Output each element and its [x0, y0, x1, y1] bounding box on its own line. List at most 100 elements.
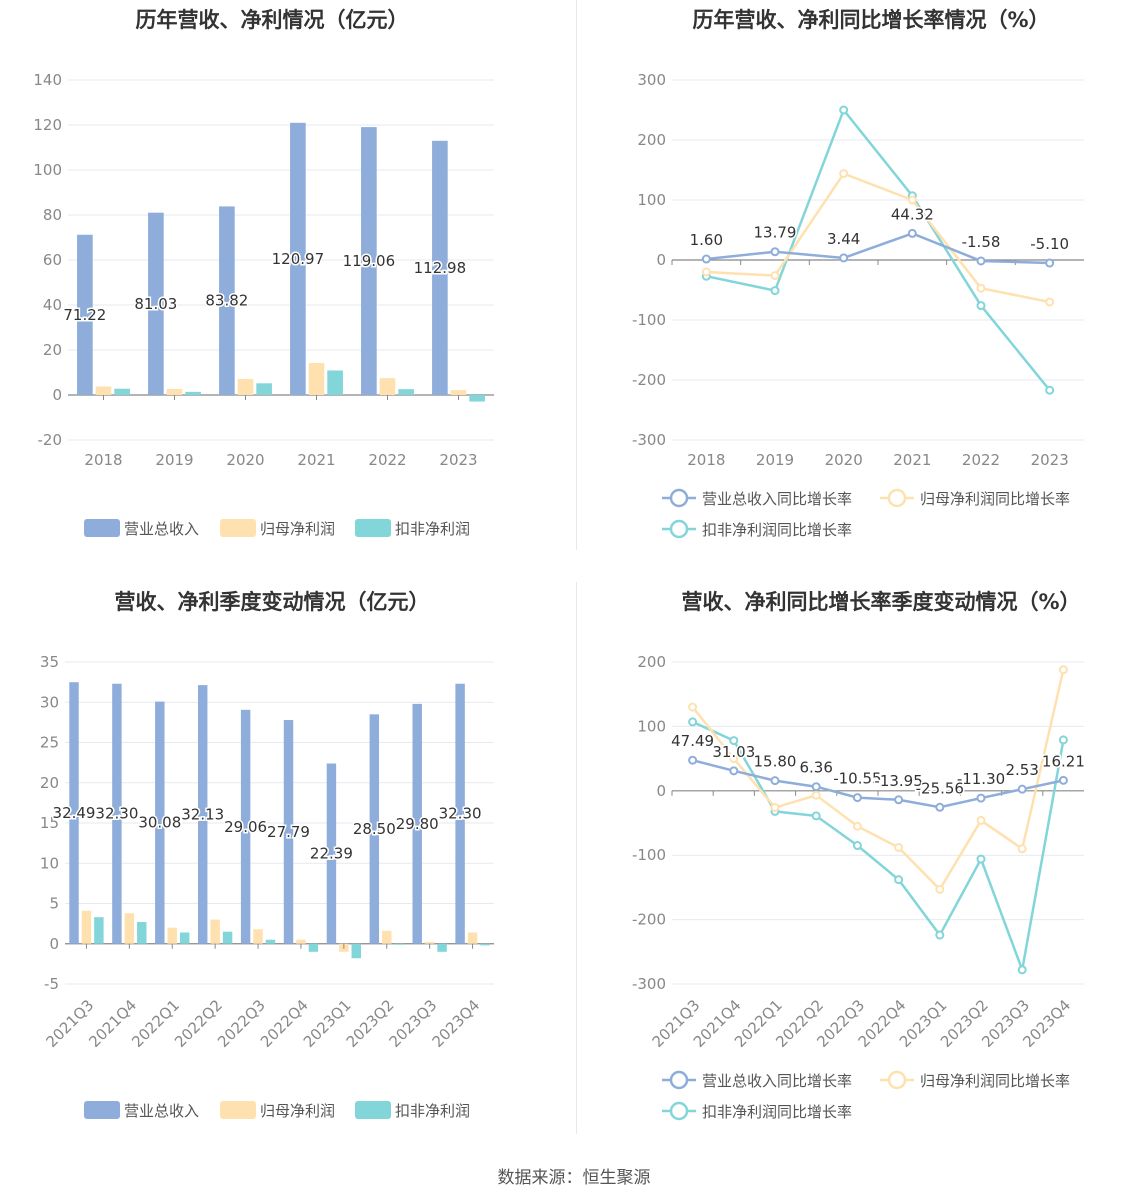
data-point	[852, 821, 862, 831]
legend-marker	[887, 488, 907, 508]
legend-label: 归母净利润	[260, 520, 335, 538]
x-tick-label: 2020	[825, 451, 863, 469]
x-tick-label: 2018	[687, 451, 725, 469]
y-tick-label: -200	[632, 911, 666, 929]
data-point	[839, 253, 849, 263]
legend-marker	[669, 519, 689, 539]
data-point	[1045, 297, 1055, 307]
data-point	[1017, 965, 1027, 975]
series-line-net-profit	[706, 172, 1050, 304]
data-point	[894, 795, 904, 805]
data-point	[852, 793, 862, 803]
data-point	[701, 267, 711, 277]
data-point	[1045, 258, 1055, 268]
bar-deducted-profit	[94, 917, 104, 944]
legend-label: 扣非净利润同比增长率	[702, 521, 852, 539]
data-source-note: 数据来源：恒生聚源	[497, 1168, 651, 1188]
bar-deducted-profit	[222, 931, 233, 944]
y-tick-label: 80	[43, 206, 62, 224]
bar-net-profit	[379, 378, 396, 395]
bar-revenue	[455, 683, 465, 944]
bar-net-profit	[467, 932, 478, 944]
y-tick-label: 5	[49, 895, 59, 913]
x-tick-label: 2022	[368, 451, 406, 469]
data-point	[976, 815, 986, 825]
annual-growth-panel: 历年营收、净利同比增长率情况（%） -300 -200 -100 0 100 200 300…	[574, 0, 1148, 580]
y-tick-label: 20	[40, 774, 59, 792]
data-label: 27.79	[267, 823, 310, 841]
y-tick-label: -100	[632, 846, 666, 864]
bar-deducted-profit	[327, 370, 343, 395]
bar-net-profit	[210, 919, 220, 944]
data-point	[1045, 385, 1055, 395]
y-tick-label: 40	[43, 296, 62, 314]
data-point	[811, 782, 821, 792]
y-tick-label: 60	[43, 251, 62, 269]
data-point	[976, 256, 986, 266]
bar-net-profit	[167, 927, 177, 944]
data-point	[1017, 844, 1027, 854]
data-point	[976, 793, 986, 803]
legend-label: 营业总收入	[124, 1102, 199, 1120]
x-tick-label: 2022	[962, 451, 1000, 469]
data-point	[701, 254, 711, 264]
bar-net-profit	[166, 388, 183, 395]
data-label: 83.82	[205, 292, 248, 310]
data-label: -25.56	[916, 779, 964, 797]
data-label: 32.30	[439, 805, 482, 823]
data-label: -11.30	[957, 770, 1005, 788]
bar-revenue	[326, 763, 337, 944]
legend-label: 营业总收入	[124, 520, 199, 538]
bar-deducted-profit	[480, 943, 490, 946]
bar-net-profit	[81, 910, 92, 944]
y-tick-label: 100	[637, 717, 666, 735]
x-tick-label: 2019	[155, 451, 193, 469]
data-point	[976, 301, 986, 311]
quarter-growth-title: 营收、净利同比增长率季度变动情况（%）	[681, 590, 1081, 614]
x-tick-label: 2018	[84, 451, 122, 469]
legend-marker	[887, 1070, 907, 1090]
bar-net-profit	[382, 930, 392, 944]
y-tick-label: 100	[637, 191, 666, 209]
bar-deducted-profit	[179, 932, 190, 944]
x-tick-label: 2021	[893, 451, 931, 469]
x-tick-label: 2023Q4	[429, 996, 484, 1051]
data-point	[729, 736, 739, 746]
y-tick-label: 15	[40, 814, 59, 832]
bar-revenue	[290, 122, 306, 395]
x-tick-label: 2020	[226, 451, 264, 469]
bar-net-profit	[237, 379, 254, 395]
x-tick-label: 2023	[1031, 451, 1069, 469]
bar-net-profit	[296, 939, 306, 944]
data-point	[729, 754, 739, 764]
data-point	[1058, 665, 1068, 675]
data-label: 81.03	[134, 295, 177, 313]
data-label: -13.95	[874, 772, 922, 790]
bar-revenue	[69, 682, 79, 944]
bar-revenue	[432, 140, 448, 395]
legend-marker	[669, 1070, 689, 1090]
y-tick-label: -300	[632, 431, 666, 449]
data-point	[729, 766, 739, 776]
bar-revenue	[240, 709, 251, 944]
bar-net-profit	[308, 363, 325, 395]
vertical-divider-top	[576, 0, 577, 550]
y-tick-label: 140	[33, 71, 62, 89]
data-point	[1017, 784, 1027, 794]
data-label: 29.80	[396, 815, 439, 833]
bar-deducted-profit	[469, 395, 485, 402]
data-point	[688, 717, 698, 727]
data-label: 1.60	[690, 231, 723, 249]
bar-deducted-profit	[265, 939, 276, 944]
y-tick-label: 0	[656, 782, 666, 800]
data-label: 47.49	[671, 732, 714, 750]
bar-deducted-profit	[394, 943, 404, 945]
bar-revenue	[197, 685, 208, 944]
y-tick-label: 200	[637, 653, 666, 671]
data-point	[1058, 775, 1068, 785]
bar-net-profit	[95, 386, 112, 395]
data-point	[688, 702, 698, 712]
legend-label: 扣非净利润同比增长率	[702, 1103, 852, 1121]
y-tick-label: 100	[33, 161, 62, 179]
y-tick-label: 35	[40, 653, 59, 671]
